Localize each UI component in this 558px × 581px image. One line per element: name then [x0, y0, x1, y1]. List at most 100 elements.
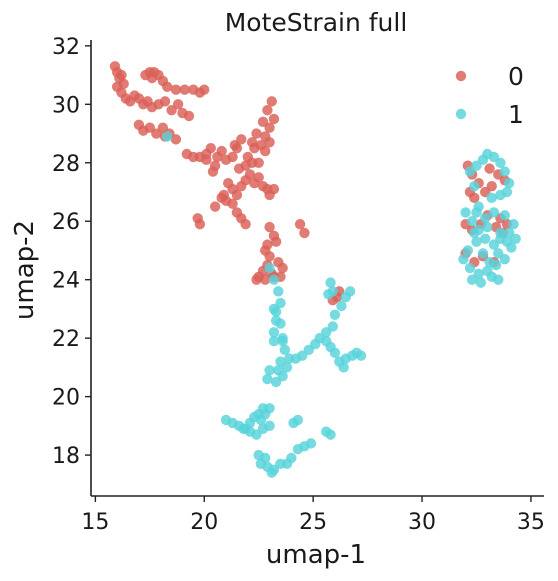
y-tick-label: 18 — [52, 444, 80, 469]
point-series-1 — [264, 420, 275, 432]
x-tick-label: 20 — [190, 510, 218, 535]
point-series-0 — [251, 274, 262, 285]
point-series-1 — [329, 309, 341, 320]
point-series-0 — [469, 192, 480, 204]
point-series-1 — [460, 207, 471, 218]
point-series-1 — [338, 362, 349, 373]
point-series-1 — [292, 444, 304, 455]
point-series-1 — [286, 452, 297, 464]
point-series-1 — [484, 256, 495, 268]
point-series-1 — [499, 166, 510, 177]
y-tick-label: 26 — [52, 210, 80, 235]
point-series-0 — [257, 116, 269, 128]
point-series-1 — [327, 321, 338, 332]
point-series-1 — [477, 248, 489, 259]
point-series-1 — [495, 189, 506, 201]
y-tick-label: 22 — [52, 327, 80, 352]
y-tick-label: 28 — [52, 152, 80, 177]
point-series-0 — [116, 69, 127, 81]
point-series-1 — [495, 227, 506, 239]
point-series-0 — [270, 236, 282, 247]
point-series-0 — [199, 84, 210, 95]
point-series-1 — [162, 131, 173, 142]
point-series-0 — [484, 163, 495, 174]
point-series-0 — [251, 128, 262, 139]
point-series-0 — [231, 189, 243, 201]
point-series-1 — [329, 347, 341, 358]
point-series-0 — [264, 221, 275, 233]
point-series-1 — [508, 218, 519, 230]
point-series-0 — [216, 145, 227, 157]
point-series-0 — [172, 99, 184, 110]
point-series-0 — [209, 201, 221, 212]
legend: 01 — [455, 62, 524, 129]
point-series-0 — [205, 142, 216, 154]
point-series-0 — [253, 157, 264, 168]
point-series-1 — [495, 157, 506, 168]
point-series-1 — [501, 236, 513, 247]
point-series-1 — [458, 254, 469, 265]
point-series-1 — [344, 286, 356, 297]
point-series-1 — [488, 207, 500, 218]
point-series-1 — [469, 227, 480, 239]
point-series-1 — [466, 216, 478, 227]
point-series-1 — [473, 201, 484, 212]
point-series-0 — [179, 84, 190, 95]
y-tick-label: 24 — [52, 269, 80, 294]
point-series-1 — [486, 192, 497, 204]
point-series-1 — [266, 467, 277, 478]
y-tick-label: 30 — [52, 93, 80, 118]
point-series-0 — [260, 145, 271, 157]
point-series-1 — [482, 221, 493, 233]
y-axis-label: umap-2 — [10, 220, 40, 320]
point-series-1 — [321, 335, 332, 347]
point-series-1 — [268, 335, 280, 347]
point-series-1 — [462, 245, 473, 256]
axes: 15 20 25 30 35 18 20 22 24 26 28 30 32 — [52, 35, 545, 535]
point-series-1 — [475, 277, 487, 288]
point-series-1 — [268, 274, 280, 285]
point-series-0 — [268, 113, 280, 125]
point-series-1 — [493, 248, 504, 259]
point-series-1 — [479, 213, 491, 224]
x-tick-label: 25 — [299, 510, 327, 535]
point-series-0 — [266, 96, 277, 107]
point-series-1 — [355, 350, 367, 361]
point-series-1 — [499, 210, 510, 221]
point-series-0 — [229, 140, 240, 151]
point-series-1 — [281, 362, 293, 373]
x-tick-label: 15 — [81, 510, 109, 535]
point-series-1 — [469, 180, 480, 192]
point-series-0 — [262, 104, 273, 116]
x-tick-label: 30 — [408, 510, 436, 535]
x-tick-label: 35 — [517, 510, 545, 535]
x-axis-label: umap-1 — [266, 540, 366, 570]
point-series-0 — [159, 96, 171, 107]
point-series-1 — [255, 414, 267, 426]
point-series-1 — [510, 233, 521, 244]
legend-label-0: 0 — [508, 62, 524, 91]
legend-label-1: 1 — [508, 100, 524, 129]
point-series-0 — [146, 72, 158, 84]
point-series-1 — [503, 178, 515, 189]
y-tick-label: 32 — [52, 35, 80, 60]
point-series-0 — [201, 154, 212, 166]
chart-title: MoteStrain full — [225, 8, 408, 37]
point-series-0 — [218, 189, 230, 201]
point-series-1 — [471, 236, 482, 247]
point-series-1 — [262, 373, 273, 385]
point-series-1 — [273, 286, 284, 297]
point-series-1 — [270, 315, 282, 326]
point-series-1 — [268, 303, 280, 315]
point-series-1 — [260, 452, 271, 464]
point-series-1 — [466, 274, 478, 285]
point-series-1 — [464, 262, 476, 274]
point-series-0 — [277, 262, 288, 274]
point-series-0 — [246, 137, 258, 148]
point-series-1 — [277, 335, 288, 347]
point-series-1 — [325, 429, 336, 440]
y-tick-label: 20 — [52, 386, 80, 411]
point-series-1 — [325, 277, 336, 288]
point-series-1 — [479, 233, 491, 244]
